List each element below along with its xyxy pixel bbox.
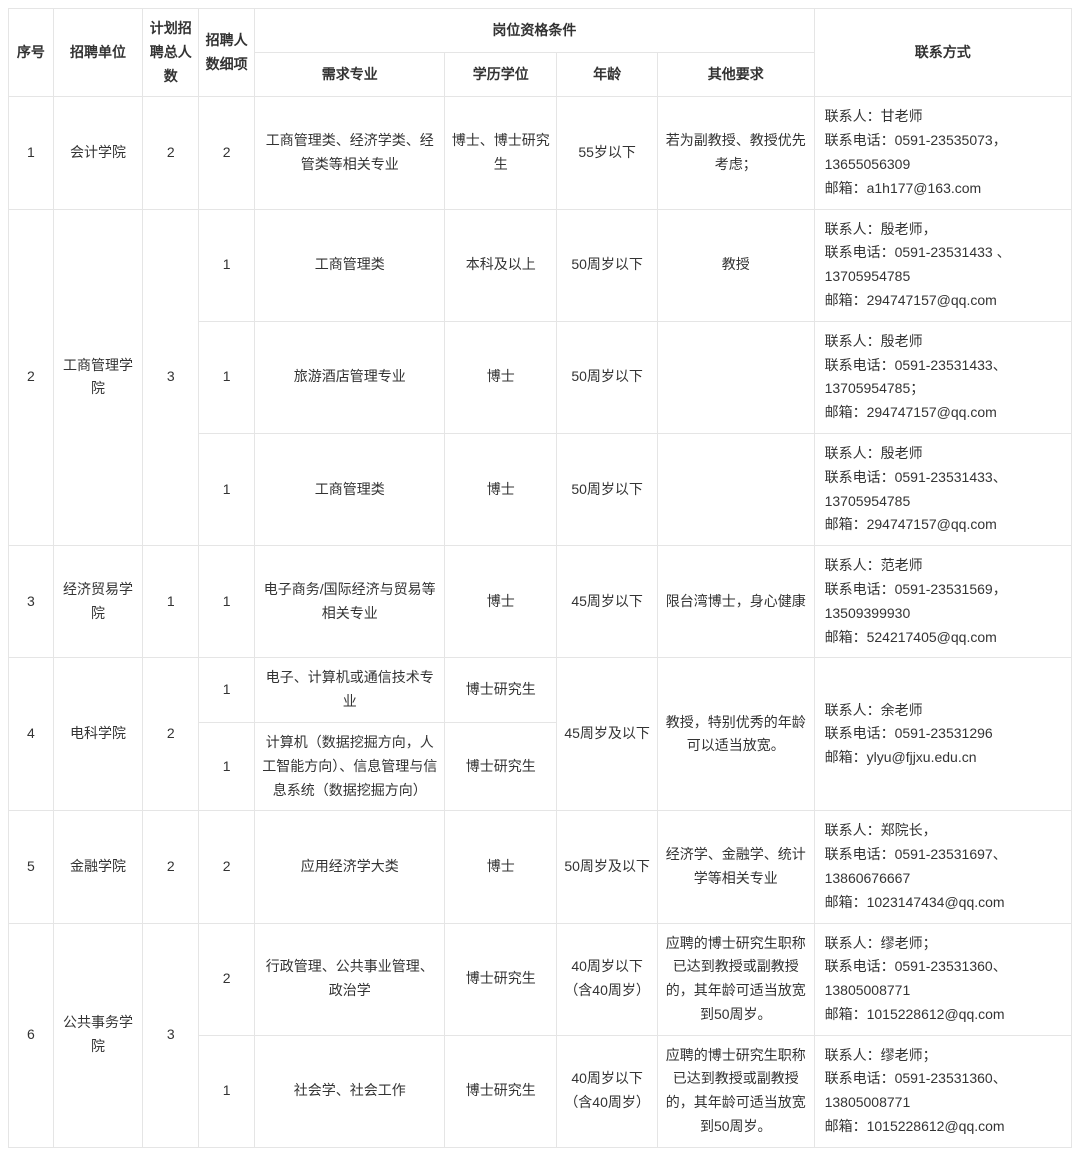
col-edu: 学历学位 bbox=[445, 53, 557, 97]
cell-edu: 博士 bbox=[445, 321, 557, 433]
cell-sub: 1 bbox=[199, 433, 255, 545]
cell-age: 55岁以下 bbox=[557, 97, 658, 209]
cell-contact: 联系人：甘老师联系电话：0591-23535073，13655056309邮箱：… bbox=[814, 97, 1071, 209]
cell-age: 40周岁以下（含40周岁） bbox=[557, 1035, 658, 1147]
cell-total: 2 bbox=[143, 658, 199, 811]
table-row: 3 经济贸易学院 1 1 电子商务/国际经济与贸易等相关专业 博士 45周岁以下… bbox=[9, 546, 1072, 658]
cell-contact: 联系人：范老师联系电话：0591-23531569，13509399930邮箱：… bbox=[814, 546, 1071, 658]
col-qual-group: 岗位资格条件 bbox=[255, 9, 814, 53]
table-row: 6 公共事务学院 3 2 行政管理、公共事业管理、政治学 博士研究生 40周岁以… bbox=[9, 923, 1072, 1035]
cell-major: 电子、计算机或通信技术专业 bbox=[255, 658, 445, 723]
cell-sub: 1 bbox=[199, 321, 255, 433]
cell-edu: 博士研究生 bbox=[445, 658, 557, 723]
cell-sub: 2 bbox=[199, 923, 255, 1035]
cell-edu: 博士 bbox=[445, 433, 557, 545]
cell-contact: 联系人：殷老师，联系电话：0591-23531433 、13705954785邮… bbox=[814, 209, 1071, 321]
cell-contact: 联系人：余老师联系电话：0591-23531296邮箱：ylyu@fjjxu.e… bbox=[814, 658, 1071, 811]
col-major: 需求专业 bbox=[255, 53, 445, 97]
cell-seq: 3 bbox=[9, 546, 54, 658]
col-contact: 联系方式 bbox=[814, 9, 1071, 97]
cell-sub: 1 bbox=[199, 722, 255, 810]
cell-contact: 联系人：殷老师联系电话：0591-23531433、13705954785邮箱：… bbox=[814, 433, 1071, 545]
cell-age: 50周岁以下 bbox=[557, 433, 658, 545]
cell-total: 2 bbox=[143, 97, 199, 209]
cell-other: 限台湾博士，身心健康 bbox=[657, 546, 814, 658]
cell-age: 45周岁以下 bbox=[557, 546, 658, 658]
cell-total: 1 bbox=[143, 546, 199, 658]
cell-major: 工商管理类 bbox=[255, 433, 445, 545]
cell-edu: 博士研究生 bbox=[445, 923, 557, 1035]
cell-contact: 联系人：郑院长，联系电话：0591-23531697、13860676667邮箱… bbox=[814, 811, 1071, 923]
cell-contact: 联系人：缪老师；联系电话：0591-23531360、13805008771邮箱… bbox=[814, 923, 1071, 1035]
cell-edu: 博士、博士研究生 bbox=[445, 97, 557, 209]
cell-contact: 联系人：缪老师；联系电话：0591-23531360、13805008771邮箱… bbox=[814, 1035, 1071, 1147]
table-row: 4 电科学院 2 1 电子、计算机或通信技术专业 博士研究生 45周岁及以下 教… bbox=[9, 658, 1072, 723]
cell-unit: 工商管理学院 bbox=[53, 209, 143, 546]
cell-total: 2 bbox=[143, 811, 199, 923]
cell-major: 电子商务/国际经济与贸易等相关专业 bbox=[255, 546, 445, 658]
cell-other: 应聘的博士研究生职称已达到教授或副教授的，其年龄可适当放宽到50周岁。 bbox=[657, 1035, 814, 1147]
cell-age: 40周岁以下（含40周岁） bbox=[557, 923, 658, 1035]
cell-seq: 4 bbox=[9, 658, 54, 811]
cell-seq: 6 bbox=[9, 923, 54, 1147]
cell-major: 计算机（数据挖掘方向，人工智能方向）、信息管理与信息系统（数据挖掘方向） bbox=[255, 722, 445, 810]
cell-age: 50周岁以下 bbox=[557, 209, 658, 321]
cell-sub: 1 bbox=[199, 1035, 255, 1147]
cell-edu: 博士研究生 bbox=[445, 722, 557, 810]
cell-age: 50周岁以下 bbox=[557, 321, 658, 433]
col-age: 年龄 bbox=[557, 53, 658, 97]
table-body: 1 会计学院 2 2 工商管理类、经济学类、经管类等相关专业 博士、博士研究生 … bbox=[9, 97, 1072, 1147]
cell-contact: 联系人：殷老师联系电话：0591-23531433、13705954785；邮箱… bbox=[814, 321, 1071, 433]
cell-sub: 1 bbox=[199, 209, 255, 321]
col-sub: 招聘人数细项 bbox=[199, 9, 255, 97]
cell-edu: 博士研究生 bbox=[445, 1035, 557, 1147]
recruitment-table: 序号 招聘单位 计划招聘总人数 招聘人数细项 岗位资格条件 联系方式 需求专业 … bbox=[8, 8, 1072, 1148]
cell-other: 教授，特别优秀的年龄可以适当放宽。 bbox=[657, 658, 814, 811]
cell-total: 3 bbox=[143, 923, 199, 1147]
cell-major: 社会学、社会工作 bbox=[255, 1035, 445, 1147]
cell-sub: 2 bbox=[199, 811, 255, 923]
col-total: 计划招聘总人数 bbox=[143, 9, 199, 97]
cell-major: 工商管理类、经济学类、经管类等相关专业 bbox=[255, 97, 445, 209]
col-unit: 招聘单位 bbox=[53, 9, 143, 97]
cell-major: 行政管理、公共事业管理、政治学 bbox=[255, 923, 445, 1035]
cell-major: 应用经济学大类 bbox=[255, 811, 445, 923]
cell-total: 3 bbox=[143, 209, 199, 546]
cell-unit: 经济贸易学院 bbox=[53, 546, 143, 658]
table-row: 2 工商管理学院 3 1 工商管理类 本科及以上 50周岁以下 教授 联系人：殷… bbox=[9, 209, 1072, 321]
cell-edu: 本科及以上 bbox=[445, 209, 557, 321]
cell-seq: 2 bbox=[9, 209, 54, 546]
cell-unit: 电科学院 bbox=[53, 658, 143, 811]
cell-other: 应聘的博士研究生职称已达到教授或副教授的，其年龄可适当放宽到50周岁。 bbox=[657, 923, 814, 1035]
cell-edu: 博士 bbox=[445, 546, 557, 658]
cell-other: 若为副教授、教授优先考虑； bbox=[657, 97, 814, 209]
cell-unit: 公共事务学院 bbox=[53, 923, 143, 1147]
cell-seq: 5 bbox=[9, 811, 54, 923]
table-header: 序号 招聘单位 计划招聘总人数 招聘人数细项 岗位资格条件 联系方式 需求专业 … bbox=[9, 9, 1072, 97]
table-row: 5 金融学院 2 2 应用经济学大类 博士 50周岁及以下 经济学、金融学、统计… bbox=[9, 811, 1072, 923]
col-seq: 序号 bbox=[9, 9, 54, 97]
cell-unit: 会计学院 bbox=[53, 97, 143, 209]
cell-other bbox=[657, 433, 814, 545]
cell-seq: 1 bbox=[9, 97, 54, 209]
cell-major: 工商管理类 bbox=[255, 209, 445, 321]
cell-edu: 博士 bbox=[445, 811, 557, 923]
cell-other: 经济学、金融学、统计学等相关专业 bbox=[657, 811, 814, 923]
cell-other bbox=[657, 321, 814, 433]
cell-age: 50周岁及以下 bbox=[557, 811, 658, 923]
cell-other: 教授 bbox=[657, 209, 814, 321]
cell-sub: 1 bbox=[199, 546, 255, 658]
cell-unit: 金融学院 bbox=[53, 811, 143, 923]
cell-age: 45周岁及以下 bbox=[557, 658, 658, 811]
table-row: 1 会计学院 2 2 工商管理类、经济学类、经管类等相关专业 博士、博士研究生 … bbox=[9, 97, 1072, 209]
cell-sub: 2 bbox=[199, 97, 255, 209]
cell-sub: 1 bbox=[199, 658, 255, 723]
cell-major: 旅游酒店管理专业 bbox=[255, 321, 445, 433]
col-other: 其他要求 bbox=[657, 53, 814, 97]
